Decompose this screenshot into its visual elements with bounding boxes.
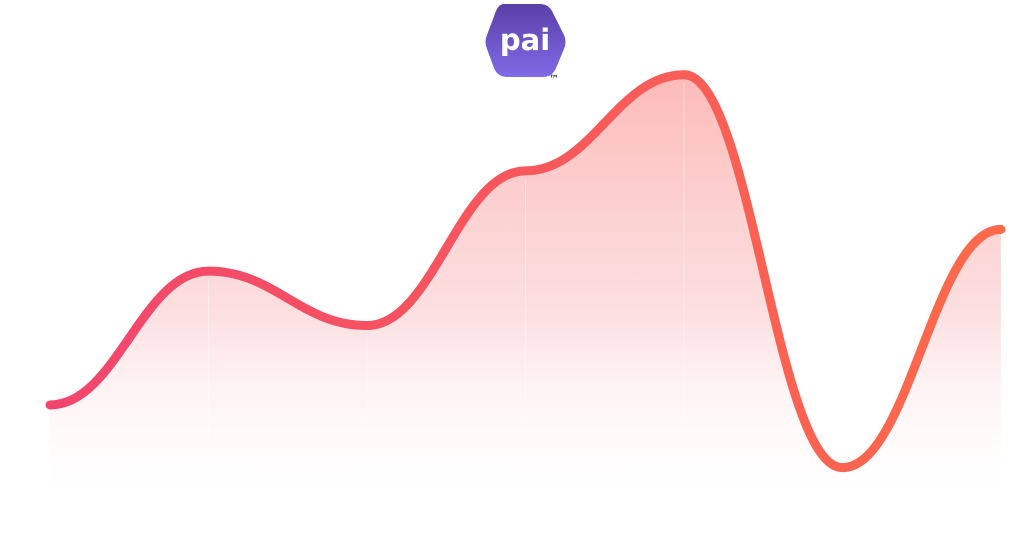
pai-logo: pai ™: [484, 2, 570, 86]
logo-trademark: ™: [549, 74, 559, 85]
logo-text: pai: [500, 23, 550, 57]
logo-badge: [485, 4, 566, 77]
plot-area: [45, 70, 1006, 512]
series-area-fill: [50, 74, 1001, 512]
series-line: [45, 70, 1006, 473]
